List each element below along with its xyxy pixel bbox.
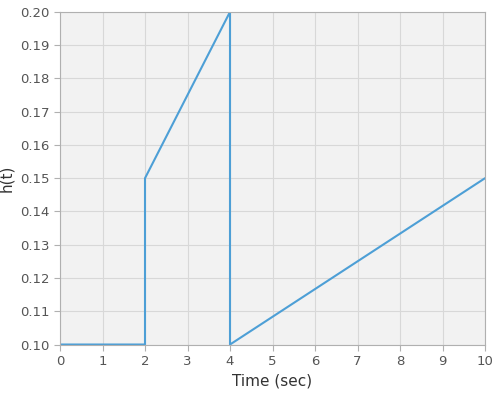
Y-axis label: h(t): h(t) — [0, 164, 14, 192]
X-axis label: Time (sec): Time (sec) — [232, 373, 312, 388]
